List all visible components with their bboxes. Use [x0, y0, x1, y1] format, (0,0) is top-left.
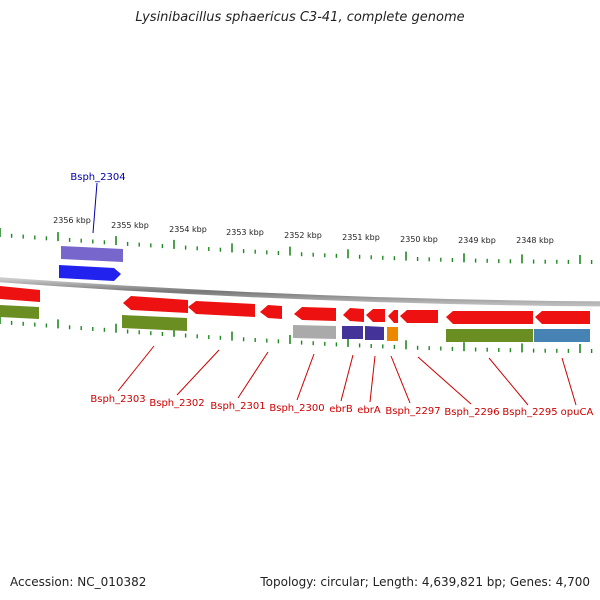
- label-leader: [176, 349, 220, 396]
- feature-ebrb-cog[interactable]: [342, 326, 363, 339]
- scale-label: 2356 kbp: [53, 216, 91, 225]
- scale-label: 2353 kbp: [226, 228, 264, 237]
- feature-ebra-cds[interactable]: [366, 309, 385, 322]
- feature-bsph-2297-cog[interactable]: [387, 327, 398, 341]
- label-leader: [390, 355, 411, 404]
- reverse-cog-features: [0, 305, 590, 342]
- feature-opuca-cog[interactable]: [534, 329, 590, 342]
- feature-bsph-2304-cog[interactable]: [61, 246, 123, 262]
- label-leader: [340, 354, 354, 402]
- gene-label-bsph-2304[interactable]: Bsph_2304: [70, 172, 125, 183]
- feature-bsph-2296-cds[interactable]: [400, 310, 438, 323]
- label-leader: [417, 356, 472, 405]
- label-leader: [488, 357, 529, 406]
- scale-label: 2348 kbp: [516, 236, 554, 245]
- gene-label-bsph-2303[interactable]: Bsph_2303: [90, 394, 145, 405]
- reverse-cds-features: [0, 286, 590, 324]
- scale-label: 2349 kbp: [458, 236, 496, 245]
- feature-opuca-cds[interactable]: [535, 311, 590, 324]
- scale-label: 2350 kbp: [400, 235, 438, 244]
- gene-label-bsph-2300[interactable]: Bsph_2300: [269, 403, 324, 414]
- scale-label: 2354 kbp: [169, 225, 207, 234]
- feature-bsph-2301-cds[interactable]: [260, 305, 282, 319]
- label-leader: [369, 355, 376, 403]
- forward-gene-labels: Bsph_2304: [70, 172, 126, 234]
- gene-label-bsph-2296[interactable]: Bsph_2296: [444, 407, 499, 418]
- label-leader: [117, 345, 155, 392]
- gene-label-ebra[interactable]: ebrA: [357, 405, 381, 416]
- feature-bsph-2304-cds[interactable]: [59, 265, 121, 281]
- feature-ebra-cog[interactable]: [365, 326, 384, 340]
- label-leader: [237, 351, 269, 399]
- feature-bsph-2303-cog[interactable]: [122, 315, 187, 331]
- feature-cog-left-edge[interactable]: [0, 305, 39, 319]
- gene-label-ebrb[interactable]: ebrB: [329, 404, 353, 415]
- gene-label-bsph-2302[interactable]: Bsph_2302: [149, 398, 204, 409]
- feature-bsph-2300-cog[interactable]: [293, 325, 336, 339]
- map-title: Lysinibacillus sphaericus C3-41, complet…: [135, 10, 465, 25]
- feature-cds-left-edge[interactable]: [0, 286, 40, 302]
- genome-backbone: [0, 277, 600, 307]
- feature-bsph-2297-cds[interactable]: [388, 310, 398, 323]
- upper-tick-track: [0, 228, 593, 264]
- scale-labels: 2356 kbp 2355 kbp 2354 kbp 2353 kbp 2352…: [53, 216, 554, 245]
- label-leader: [561, 357, 577, 406]
- gene-label-opuca[interactable]: opuCA: [561, 407, 594, 418]
- label-leader: [92, 182, 98, 234]
- gene-label-bsph-2295[interactable]: Bsph_2295: [502, 407, 557, 418]
- scale-label: 2355 kbp: [111, 221, 149, 230]
- feature-ebrb-cds[interactable]: [343, 308, 364, 322]
- accession-text: Accession: NC_010382: [10, 575, 147, 589]
- lower-tick-track: [0, 315, 593, 353]
- genome-summary-text: Topology: circular; Length: 4,639,821 bp…: [260, 575, 590, 589]
- label-leader: [296, 353, 315, 401]
- feature-bsph-2295-cds[interactable]: [446, 311, 533, 324]
- feature-bsph-2302-cds[interactable]: [188, 301, 255, 317]
- feature-bsph-2295-cog[interactable]: [446, 329, 533, 342]
- scale-label: 2352 kbp: [284, 231, 322, 240]
- gene-label-bsph-2297[interactable]: Bsph_2297: [385, 406, 440, 417]
- feature-bsph-2300-cds[interactable]: [294, 307, 336, 321]
- gene-label-bsph-2301[interactable]: Bsph_2301: [210, 401, 265, 412]
- reverse-gene-labels: Bsph_2303 Bsph_2302 Bsph_2301 Bsph_2300 …: [90, 345, 594, 418]
- forward-features: [59, 246, 123, 281]
- scale-label: 2351 kbp: [342, 233, 380, 242]
- feature-bsph-2303-cds[interactable]: [123, 296, 188, 313]
